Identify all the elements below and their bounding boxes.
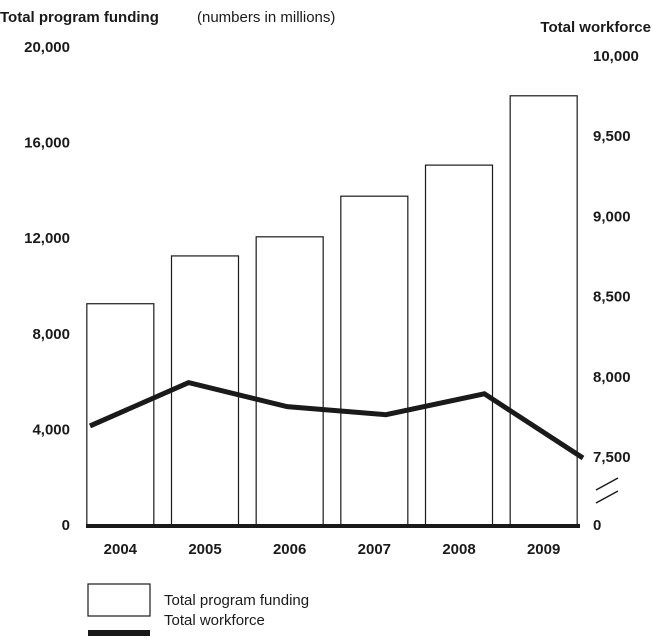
x-tick-label: 2009 [527,541,560,558]
y-tick-label: 16,000 [24,135,70,152]
y2-tick-label: 9,500 [593,128,631,145]
x-tick-label: 2008 [442,541,475,558]
y-tick-label: 4,000 [32,421,70,438]
bar [255,236,324,527]
y-tick-label: 0 [62,517,70,534]
x-tick-label: 2005 [188,541,221,558]
line [88,379,585,461]
y2-tick-label: 8,500 [593,289,631,306]
legend-swatch [87,583,151,617]
y2-tick-label: 0 [593,517,601,534]
axis-break [595,490,619,504]
bar [509,95,578,527]
y2-axis-label: Total workforce [540,19,651,36]
y2-tick-label: 8,000 [593,369,631,386]
y2-tick-label: 10,000 [593,48,639,65]
axis-break [595,477,619,491]
x-tick-label: 2007 [358,541,391,558]
chart-title: Total program funding [0,9,159,26]
y2-tick-label: 9,000 [593,208,631,225]
legend-label: Total workforce [164,612,265,629]
y-tick-label: 12,000 [24,230,70,247]
bar [340,195,409,527]
chart-subtitle: (numbers in millions) [197,9,335,26]
bar [424,164,494,527]
y-tick-label: 20,000 [24,39,70,56]
y2-tick-label: 7,500 [593,449,631,466]
x-tick-label: 2004 [104,541,138,558]
legend-label: Total program funding [164,592,309,609]
x-tick-label: 2006 [273,541,306,558]
y-tick-label: 8,000 [32,326,70,343]
